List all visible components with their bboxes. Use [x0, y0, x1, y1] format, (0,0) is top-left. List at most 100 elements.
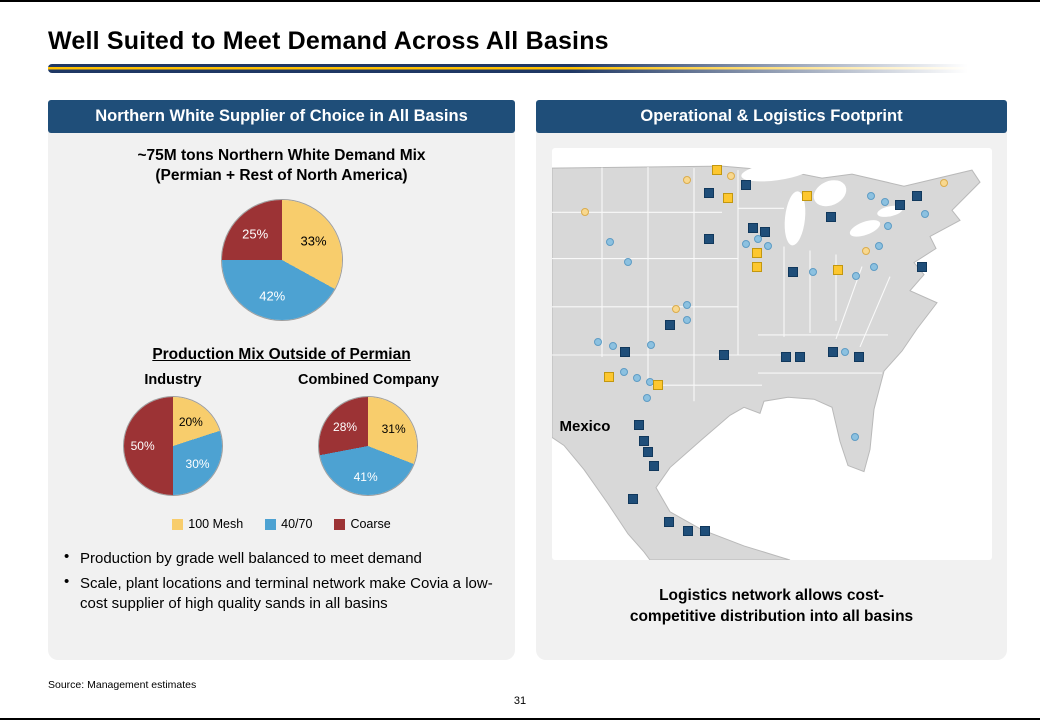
demand-mix-title-line1: ~75M tons Northern White Demand Mix: [137, 147, 426, 164]
legend-item-100-mesh: 100 Mesh: [172, 517, 243, 531]
pie-slice-label: 42%: [259, 288, 286, 304]
map-marker-blue-circle: [605, 237, 614, 246]
combined-company-pie-title: Combined Company: [298, 372, 439, 389]
map-marker-navy-square: [633, 420, 644, 431]
pie-slice-label: 33%: [300, 233, 327, 249]
map-marker-blue-circle: [619, 368, 628, 377]
pie-slice-label: 41%: [353, 469, 378, 484]
map-marker-blue-circle: [851, 271, 860, 280]
map-marker-yellow-circle: [682, 176, 691, 185]
map-marker-navy-square: [741, 180, 752, 191]
map-marker-navy-square: [760, 227, 771, 238]
map-marker-blue-circle: [647, 340, 656, 349]
map-marker-blue-circle: [682, 300, 691, 309]
pie-slice-label: 20%: [178, 414, 203, 429]
map-marker-blue-circle: [754, 234, 763, 243]
map-marker-navy-square: [718, 349, 729, 360]
map-marker-navy-square: [639, 435, 650, 446]
pie-slice-label: 30%: [185, 457, 210, 472]
map-marker-navy-square: [787, 266, 798, 277]
map-marker-yellow-square: [603, 372, 614, 383]
map-marker-blue-circle: [623, 257, 632, 266]
map-marker-blue-circle: [920, 209, 929, 218]
footprint-panel: Operational & Logistics Footprint: [536, 100, 1007, 660]
demand-mix-title-line2: (Permian + Rest of North America): [155, 167, 408, 185]
map-marker-blue-circle: [881, 198, 890, 207]
great-lakes: [740, 160, 903, 246]
production-mix-title: Production Mix Outside of Permian: [152, 346, 411, 364]
slide-top-border: [0, 0, 1040, 2]
map-marker-navy-square: [827, 346, 838, 357]
map-marker-navy-square: [747, 222, 758, 233]
pie-slice-label: 31%: [381, 422, 406, 437]
supplier-panel: Northern White Supplier of Choice in All…: [48, 100, 515, 660]
map-marker-navy-square: [704, 234, 715, 245]
map-marker-navy-square: [683, 526, 694, 537]
supplier-panel-header: Northern White Supplier of Choice in All…: [48, 100, 515, 133]
map-marker-blue-circle: [593, 338, 602, 347]
slide-bottom-border: [0, 718, 1040, 720]
combined-company-pie-group: Combined Company 31% 41% 28%: [298, 372, 439, 496]
industry-pie-title: Industry: [144, 372, 202, 389]
map-marker-yellow-circle: [861, 247, 870, 256]
map-marker-yellow-square: [722, 193, 733, 204]
page-title: Well Suited to Meet Demand Across All Ba…: [48, 27, 609, 55]
pie-slice-label: 28%: [333, 419, 358, 434]
legend-swatch-40-70: [265, 518, 277, 530]
footprint-panel-header: Operational & Logistics Footprint: [536, 100, 1007, 133]
map-marker-blue-circle: [633, 374, 642, 383]
map-marker-navy-square: [703, 188, 714, 199]
map-marker-navy-square: [643, 447, 654, 458]
legend-label-40-70: 40/70: [281, 517, 313, 532]
legend-swatch-100-mesh: [172, 518, 184, 530]
map-marker-blue-circle: [875, 242, 884, 251]
map-marker-yellow-square: [653, 380, 664, 391]
production-pies-row: Industry 20% 30% 50% Combined Company 31% 4…: [48, 372, 515, 496]
map-marker-navy-square: [664, 516, 675, 527]
map-marker-navy-square: [911, 191, 922, 202]
mexico-label: Mexico: [559, 417, 611, 435]
pie-slice-label: 25%: [242, 226, 269, 242]
title-divider-fade: [48, 64, 996, 73]
combined-company-pie-chart: 31% 41% 28%: [319, 397, 418, 496]
map-caption: Logistics network allows cost- competiti…: [630, 586, 913, 628]
title-divider: [48, 64, 996, 73]
pie-legend: 100 Mesh 40/70 Coarse: [172, 517, 391, 532]
map-marker-navy-square: [794, 351, 805, 362]
map-marker-blue-circle: [645, 378, 654, 387]
map-marker-yellow-square: [751, 262, 762, 273]
bullet-list: Production by grade well balanced to mee…: [48, 547, 515, 619]
content-panels: Northern White Supplier of Choice in All…: [48, 100, 1007, 660]
map-marker-navy-square: [826, 212, 837, 223]
map-marker-blue-circle: [850, 433, 859, 442]
page-number: 31: [513, 695, 527, 707]
demand-mix-title: ~75M tons Northern White Demand Mix (Per…: [137, 146, 425, 186]
industry-pie-group: Industry 20% 30% 50%: [124, 372, 222, 496]
legend-label-coarse: Coarse: [350, 517, 391, 532]
map-marker-yellow-square: [832, 264, 843, 275]
map-marker-blue-circle: [866, 192, 875, 201]
legend-item-coarse: Coarse: [334, 517, 391, 532]
legend-item-40-70: 40/70: [265, 517, 312, 531]
map-marker-navy-square: [665, 319, 676, 330]
map-marker-navy-square: [917, 262, 928, 273]
map: Mexico: [551, 148, 992, 560]
map-marker-navy-square: [649, 461, 660, 472]
map-markers-layer: [552, 148, 992, 560]
map-marker-navy-square: [894, 200, 905, 211]
map-marker-yellow-square: [751, 247, 762, 258]
map-caption-line2: competitive distribution into all basins: [629, 607, 914, 625]
source-note: Source: Management estimates: [48, 679, 197, 691]
bullet-item: Production by grade well balanced to mee…: [56, 547, 501, 569]
map-marker-yellow-circle: [580, 208, 589, 217]
map-marker-navy-square: [699, 526, 710, 537]
map-marker-blue-circle: [764, 242, 773, 251]
map-marker-blue-circle: [682, 315, 691, 324]
demand-mix-pie-chart: 33% 42% 25%: [221, 200, 342, 321]
map-marker-blue-circle: [642, 394, 651, 403]
map-marker-yellow-square: [712, 165, 723, 176]
map-marker-yellow-circle: [939, 179, 948, 188]
map-marker-navy-square: [780, 351, 791, 362]
map-marker-yellow-circle: [672, 304, 681, 313]
industry-pie-chart: 20% 30% 50%: [124, 397, 222, 496]
